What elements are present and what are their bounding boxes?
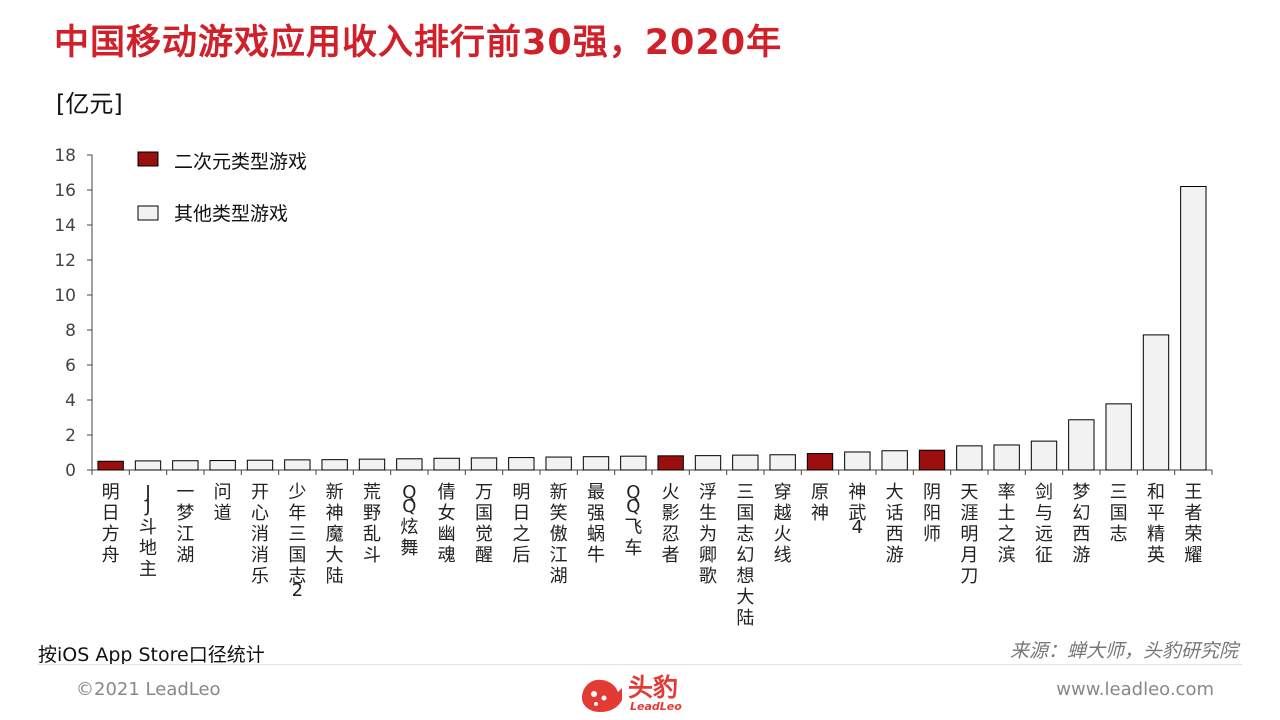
x-tick-label: 开心消消乐: [251, 482, 269, 587]
leopard-icon: [582, 679, 622, 712]
x-tick-labels: 明日方舟 J J 斗地主 一梦江湖 问道 开心消消乐 少年三国志 2 新神魔大陆 荒野乱斗 Q Q 炫舞 倩…: [102, 482, 1203, 629]
bar-other: [545, 456, 572, 471]
x-tick-label: 浮生为卿歌: [699, 482, 717, 587]
x-tick-label: 问道: [214, 482, 232, 524]
bar-other: [881, 450, 908, 471]
bar-other: [358, 458, 386, 471]
x-tick-label: 少年三国志 2: [288, 482, 306, 601]
y-tick-label: 4: [65, 391, 76, 411]
bar-other: [246, 459, 274, 471]
x-tick-label: 火影忍者: [662, 482, 680, 566]
x-tick-label: 三国志幻想大陆: [736, 482, 754, 629]
x-tick-label: 一梦江湖: [176, 482, 194, 566]
x-tick-label: 阴阳师: [923, 482, 941, 545]
x-tick-label: 大话西游: [886, 482, 904, 566]
logo-subtext: LeadLeo: [630, 700, 682, 713]
copyright: ©2021 LeadLeo: [76, 679, 221, 700]
bar-other: [470, 457, 498, 471]
revenue-bar-chart: 0 2 4 6 8 10 12 14 16 18 明日方舟 J J 斗地主 一梦江湖 问道 开心消消乐 少年三国…: [54, 146, 1213, 629]
x-tick-label: 梦幻西游: [1072, 482, 1090, 566]
bar-other: [508, 457, 535, 471]
source-note: 来源：蝉大师，头豹研究院: [1009, 640, 1238, 662]
bar-other: [993, 444, 1020, 471]
x-tick-label: 新笑傲江湖: [550, 482, 568, 587]
bar-other: [284, 459, 311, 471]
legend-swatch-other: [137, 205, 159, 221]
x-tick-label: 剑与远征: [1035, 482, 1053, 566]
legend-label-anime: 二次元类型游戏: [174, 151, 307, 173]
legend: 二次元类型游戏 其他类型游戏: [137, 151, 307, 225]
x-tick-label: 明日之后: [512, 482, 530, 566]
bar-other: [1030, 440, 1058, 471]
x-tick-label: 穿越火线: [774, 482, 792, 566]
bar-other: [582, 456, 610, 471]
x-tick-label: 最强蜗牛: [587, 482, 605, 566]
x-tick-label: 王者荣耀: [1184, 482, 1202, 566]
x-tick-label: 率土之滨: [998, 482, 1016, 566]
x-tick-label: 明日方舟: [102, 482, 120, 566]
y-tick-label: 0: [65, 461, 76, 481]
x-tick-label: 三国志: [1110, 482, 1128, 545]
footer-divider: [38, 664, 1242, 665]
bar-other: [769, 454, 796, 471]
x-tick-label: Q Q 炫舞: [400, 482, 418, 559]
y-tick-label: 16: [54, 181, 76, 201]
page-title: 中国移动游戏应用收入排行前30强，2020年: [54, 23, 783, 63]
bar-other: [134, 460, 162, 471]
bar-other: [1142, 334, 1170, 471]
bar-anime: [806, 453, 834, 471]
x-axis: [91, 469, 1213, 475]
bar-other: [620, 455, 647, 471]
y-tick-label: 8: [65, 321, 76, 341]
x-tick-label: 倩女幽魂: [438, 482, 456, 566]
x-tick-label: 新神魔大陆: [326, 482, 344, 587]
bar-other: [209, 460, 236, 471]
bars: [97, 186, 1207, 471]
x-tick-label: 荒野乱斗: [363, 482, 381, 566]
x-tick-label: 原神: [811, 482, 829, 524]
footnote: 按iOS App Store口径统计: [38, 644, 265, 666]
y-tick-label: 18: [54, 146, 76, 166]
bar-other: [172, 460, 199, 471]
bar-anime: [918, 449, 946, 471]
leadleo-logo: 头豹 LeadLeo: [576, 666, 706, 720]
bar-other: [732, 454, 759, 471]
x-tick-label: 神武 4: [848, 482, 866, 538]
bar-other: [1180, 186, 1207, 471]
x-tick-label: 天涯明月刀: [960, 482, 978, 587]
unit-label: [亿元]: [56, 90, 123, 118]
y-tick-label: 12: [54, 251, 76, 271]
website-url: www.leadleo.com: [1056, 679, 1214, 700]
x-tick-label: 万国觉醒: [475, 482, 493, 566]
bar-other: [1105, 403, 1132, 471]
y-tick-label: 14: [54, 216, 76, 236]
x-tick-label: 和平精英: [1147, 482, 1165, 566]
bar-other: [694, 455, 722, 471]
bar-other: [396, 458, 423, 471]
legend-label-other: 其他类型游戏: [174, 203, 288, 225]
x-tick-label: J J 斗地主: [139, 482, 157, 580]
bar-anime: [97, 460, 124, 471]
bar-other: [433, 457, 460, 471]
logo-text: 头豹: [628, 673, 679, 702]
bar-other: [1068, 419, 1095, 471]
y-tick-label: 2: [65, 426, 76, 446]
y-tick-label: 6: [65, 356, 76, 376]
legend-swatch-anime: [137, 151, 159, 167]
bar-anime: [657, 455, 684, 471]
y-tick-label: 10: [54, 286, 76, 306]
x-tick-label: Q Q 飞车: [624, 482, 642, 559]
y-axis: 0 2 4 6 8 10 12 14 16 18: [54, 146, 93, 481]
bar-other: [844, 451, 871, 471]
bar-other: [956, 445, 983, 471]
bar-other: [321, 459, 348, 471]
